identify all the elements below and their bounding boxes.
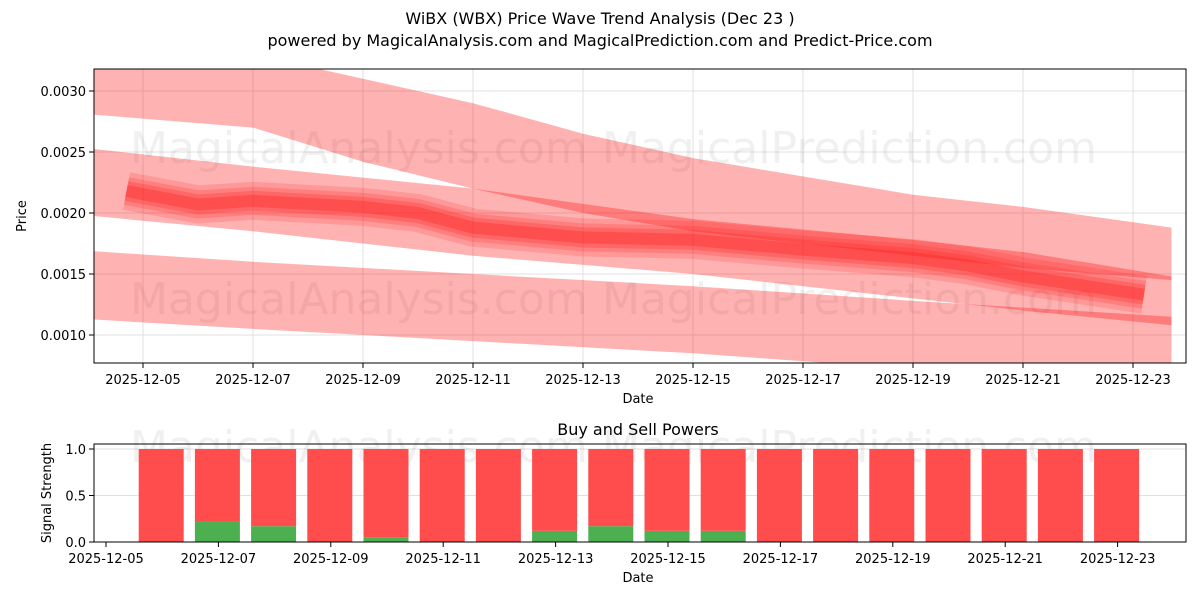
sell-bar <box>869 449 915 542</box>
sell-bar <box>925 449 971 542</box>
x-tick-label: 2025-12-09 <box>293 552 369 567</box>
sell-bar <box>700 449 746 531</box>
buy-bar <box>644 530 690 542</box>
chart-subtitle: powered by MagicalAnalysis.com and Magic… <box>267 31 933 50</box>
x-tick-label: 2025-12-13 <box>545 373 621 388</box>
price-wave-core <box>122 172 1147 314</box>
price-wave-core <box>124 181 1146 305</box>
sell-bar <box>1094 449 1140 542</box>
buy-bar <box>700 530 746 542</box>
sell-bar <box>475 449 521 542</box>
sell-bar <box>138 449 184 542</box>
sell-bar <box>813 449 859 542</box>
sell-bar <box>756 449 802 542</box>
y-tick-label: 0.0015 <box>41 268 87 283</box>
sell-bar <box>419 449 465 542</box>
buy-bar <box>532 530 578 542</box>
sell-bar <box>1037 449 1083 542</box>
sell-bar <box>532 449 578 531</box>
x-tick-label: 2025-12-05 <box>105 373 181 388</box>
x-tick-label: 2025-12-23 <box>1080 552 1156 567</box>
sell-bar <box>194 449 240 522</box>
sell-bar <box>363 449 409 538</box>
x-tick-label: 2025-12-07 <box>215 373 291 388</box>
middle-band <box>94 149 1172 326</box>
x-tick-label: 2025-12-21 <box>967 552 1043 567</box>
sell-bar <box>981 449 1027 542</box>
x-tick-label: 2025-12-17 <box>743 552 819 567</box>
price-bands <box>94 69 1172 363</box>
x-tick-label: 2025-12-21 <box>985 373 1061 388</box>
upper-band <box>94 69 1172 281</box>
sell-bar <box>588 449 634 527</box>
price-x-axis-label: Date <box>622 392 653 407</box>
y-tick-label: 0.0030 <box>41 85 87 100</box>
sell-bar <box>251 449 297 527</box>
buy-bar <box>194 521 240 542</box>
buy-bar <box>363 537 409 542</box>
price-wave-core <box>125 185 1145 301</box>
x-tick-label: 2025-12-05 <box>68 552 144 567</box>
y-tick-label: 0.0010 <box>41 329 87 344</box>
price-wave-core <box>123 177 1147 309</box>
x-tick-label: 2025-12-15 <box>655 373 731 388</box>
x-tick-label: 2025-12-19 <box>855 552 931 567</box>
watermark: MagicalAnalysis.com <box>130 274 588 325</box>
x-tick-label: 2025-12-19 <box>875 373 951 388</box>
y-tick-label: 0.0 <box>65 536 86 551</box>
x-tick-label: 2025-12-15 <box>630 552 706 567</box>
chart-title: WiBX (WBX) Price Wave Trend Analysis (De… <box>405 9 795 28</box>
signal-chart-title: Buy and Sell Powers <box>557 420 719 439</box>
price-plot-frame <box>93 68 1187 364</box>
price-axes-ticks: 2025-12-05 2025-12-07 2025-12-09 2025-12-11… <box>41 85 1171 388</box>
x-tick-label: 2025-12-11 <box>405 552 481 567</box>
lower-band <box>94 251 1172 363</box>
y-tick-label: 1.0 <box>65 443 86 458</box>
signal-x-axis-label: Date <box>622 571 653 586</box>
y-tick-label: 0.0020 <box>41 207 87 222</box>
signal-bars <box>138 449 1140 542</box>
y-tick-label: 0.0025 <box>41 146 87 161</box>
buy-bar <box>251 526 297 542</box>
x-tick-label: 2025-12-07 <box>181 552 257 567</box>
x-tick-label: 2025-12-09 <box>325 373 401 388</box>
watermark: MagicalPrediction.com <box>602 274 1097 325</box>
watermark: MagicalPrediction.com <box>602 123 1097 174</box>
price-grid <box>94 69 1186 363</box>
x-tick-label: 2025-12-13 <box>518 552 594 567</box>
y-tick-label: 0.5 <box>65 490 86 505</box>
signal-y-axis-label: Signal Strength <box>40 443 55 543</box>
watermark: MagicalAnalysis.com <box>130 123 588 174</box>
signal-plot-frame <box>93 443 1187 543</box>
x-tick-label: 2025-12-11 <box>435 373 511 388</box>
price-y-axis-label: Price <box>15 200 30 232</box>
sell-bar <box>307 449 353 542</box>
x-tick-label: 2025-12-23 <box>1095 373 1171 388</box>
x-tick-label: 2025-12-17 <box>765 373 841 388</box>
sell-bar <box>644 449 690 531</box>
signal-axes-ticks: 0.0 0.5 1.0 2025-12-05 2025-12-07 2025-12-09 2… <box>65 443 1155 567</box>
buy-bar <box>588 526 634 542</box>
